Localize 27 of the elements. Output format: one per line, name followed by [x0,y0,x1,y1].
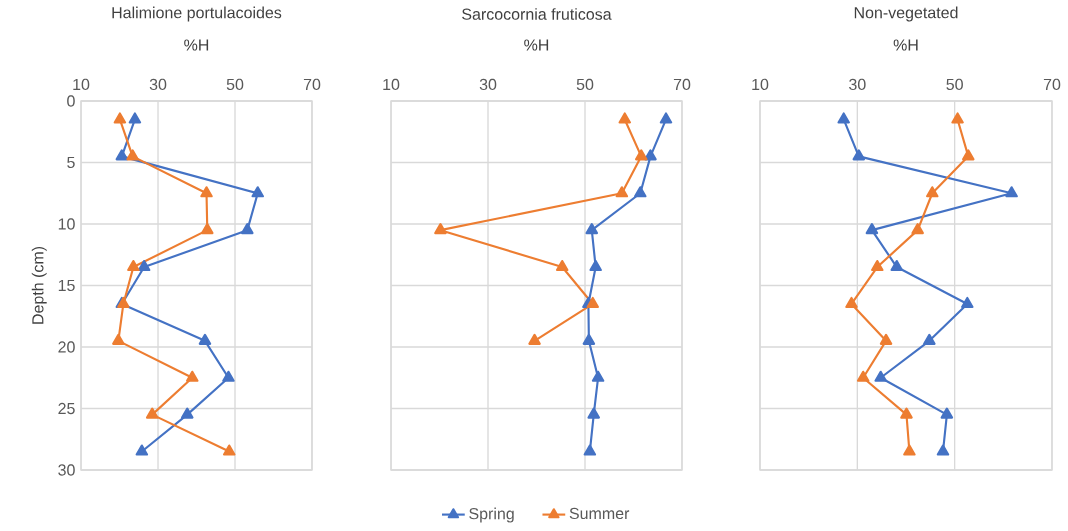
y-tick-label: 30 [58,464,75,476]
x-tick-label: 10 [752,78,769,91]
y-tick-label: 25 [58,402,75,415]
chart-title: Halimione portulacoides [112,6,282,22]
chart-title: Sarcocornia fruticosa [462,8,612,20]
x-tick-label: 70 [303,78,321,91]
x-tick-label: 30 [479,78,497,91]
y-tick-label: 15 [58,279,75,292]
y-tick-label: 20 [58,341,75,353]
legend-label: Spring [469,507,514,523]
x-axis-title: %H [524,39,549,51]
x-tick-label: 50 [226,78,244,91]
legend-label: Summer [569,507,630,520]
x-tick-label: 30 [149,78,167,91]
x-tick-label: 30 [849,78,866,91]
chart-title: Non-vegetated [854,6,958,22]
x-axis-title: %H [184,39,209,51]
y-tick-label: 10 [58,218,75,230]
x-tick-label: 70 [673,78,691,91]
y-axis-title: Depth (cm) [31,246,47,324]
x-axis-title: %H [893,39,918,51]
y-tick-label: 5 [67,156,75,169]
y-tick-label: 0 [67,95,75,107]
x-tick-label: 50 [946,78,963,91]
x-tick-label: 50 [576,78,594,91]
x-tick-label: 10 [383,78,400,91]
x-tick-label: 70 [1043,78,1061,91]
